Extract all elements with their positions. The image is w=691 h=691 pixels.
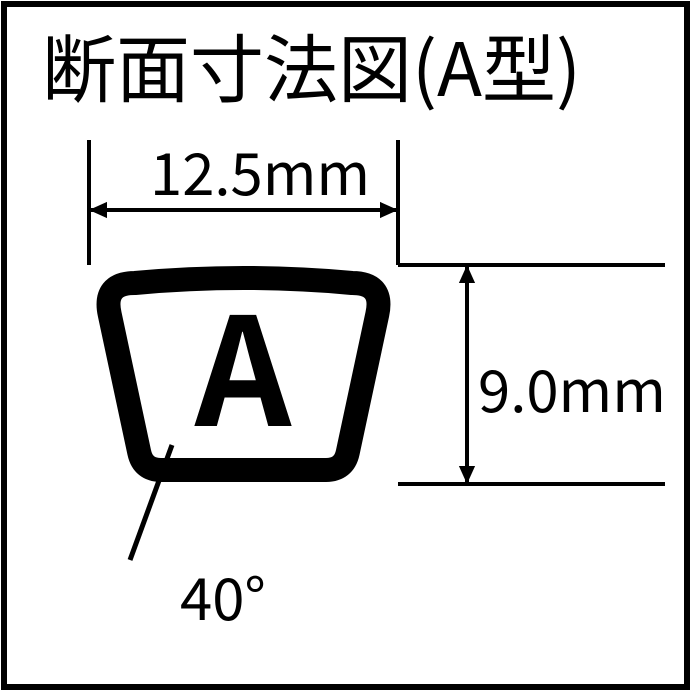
height-arrow-top [459, 265, 475, 283]
width-arrow-right [380, 202, 398, 218]
diagram-title: 断面寸法図(A型) [42, 11, 581, 118]
angle-label: 40° [180, 553, 266, 637]
height-arrow-bottom [459, 466, 475, 484]
type-letter: A [194, 253, 292, 470]
width-label: 12.5mm [150, 128, 370, 212]
width-arrow-left [89, 202, 107, 218]
height-label: 9.0mm [478, 345, 666, 429]
